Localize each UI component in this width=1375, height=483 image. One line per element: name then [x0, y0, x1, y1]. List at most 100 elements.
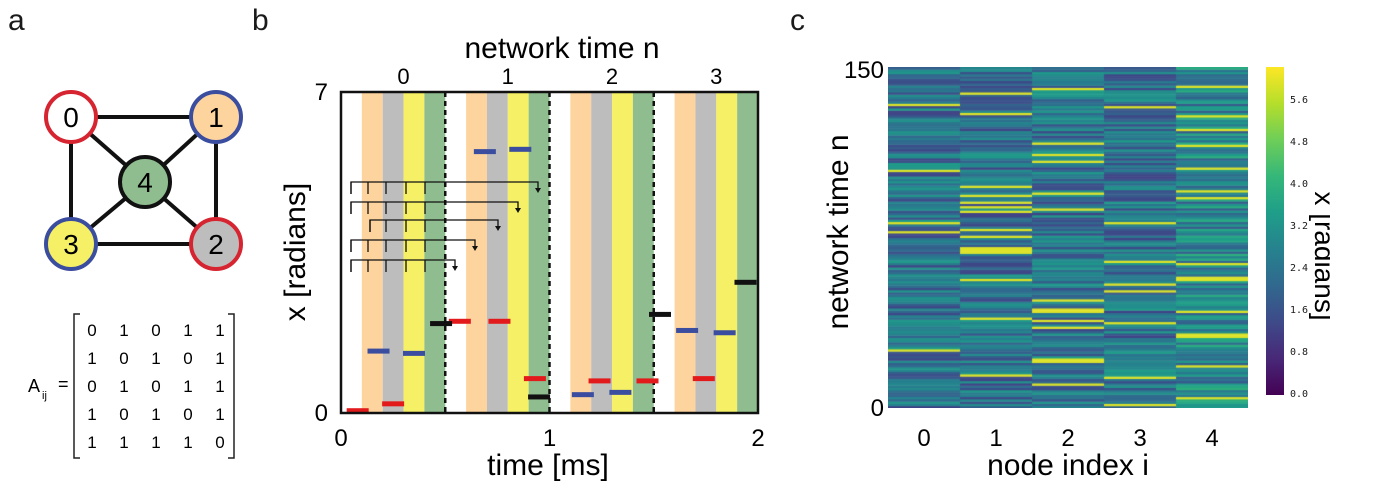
matrix-cell: 1 [215, 349, 224, 368]
delay-arrow-head [452, 266, 458, 271]
x-tick-label: 1 [543, 425, 556, 452]
phase-mark [402, 350, 425, 356]
time-band [466, 92, 487, 413]
phase-mark [692, 376, 715, 382]
colorbar-tick: 0.0 [1290, 389, 1309, 400]
graph-node-label: 2 [208, 229, 224, 260]
time-band [612, 92, 633, 413]
network-graph: 0 1 2 3 4 [44, 90, 243, 271]
matrix-cell: 1 [119, 321, 128, 340]
delay-arrow-head [535, 188, 541, 193]
time-band [424, 92, 446, 413]
phase-mark [588, 378, 611, 384]
phase-mark [609, 389, 632, 395]
y-axis-label: x [radians] [279, 183, 312, 321]
phase-mark [430, 321, 453, 327]
phase-mark [488, 318, 511, 324]
top-tick-label: 1 [502, 64, 514, 89]
matrix-cell: 1 [183, 321, 192, 340]
graph-node-0 [44, 90, 98, 144]
matrix-label: A [28, 376, 40, 396]
colorbar-tick: 0.8 [1290, 347, 1309, 358]
x-tick-label: 0 [334, 425, 347, 452]
phase-mark [346, 408, 369, 414]
time-plot: network time n 0 1 2 3 0 1 2 0 7 time [ms] x [r… [279, 32, 765, 482]
delay-arrow-head [472, 246, 478, 251]
adjacency-matrix: A ij = 0 1 0 1 1 1 0 1 0 1 0 1 0 1 1 1 0 1 0 1 1 1 1 1 0 [28, 313, 235, 459]
time-band [716, 92, 738, 413]
matrix-cell: 0 [87, 377, 96, 396]
matrix-cell: 1 [151, 405, 160, 424]
matrix-cell: 0 [183, 349, 192, 368]
colorbar-tick: 4.8 [1290, 137, 1309, 148]
phase-mark [473, 149, 496, 155]
phase-mark [448, 318, 471, 324]
top-tick-label: 3 [710, 64, 722, 89]
graph-node-2 [189, 217, 243, 271]
delay-arrow-head [515, 208, 521, 213]
phase-mark [734, 279, 757, 285]
panel-letter-a: a [8, 4, 25, 37]
time-band [528, 92, 550, 413]
phase-mark [523, 376, 546, 382]
matrix-cell: 0 [151, 321, 160, 340]
graph-node-3 [44, 217, 98, 271]
x-axis-label: time [ms] [487, 449, 609, 482]
phase-mark [528, 394, 551, 400]
matrix-cell: 1 [151, 349, 160, 368]
time-band [591, 92, 613, 413]
phase-mark [713, 330, 736, 336]
matrix-cell: 0 [183, 405, 192, 424]
time-band [570, 92, 592, 413]
top-tick-label: 0 [397, 64, 409, 89]
heatmap-y-tick: 150 [844, 57, 884, 84]
time-band [737, 92, 758, 413]
time-band [507, 92, 529, 413]
phase-mark [636, 378, 659, 384]
heatmap-x-tick: 4 [1205, 425, 1218, 452]
colorbar-tick: 3.2 [1290, 221, 1309, 232]
colorbar-tick: 1.6 [1290, 305, 1309, 316]
heatmap-x-tick: 2 [1061, 425, 1074, 452]
matrix-cell: 1 [87, 405, 96, 424]
matrix-cell: 1 [183, 377, 192, 396]
heatmap-x-tick: 3 [1133, 425, 1146, 452]
colorbar-label: x [radians] [1309, 191, 1330, 320]
matrix-subscript: ij [42, 390, 47, 402]
top-axis-label: network time n [464, 32, 659, 65]
colorbar [1266, 67, 1284, 395]
x-tick-label: 2 [751, 425, 764, 452]
delay-arrow-head [495, 226, 501, 231]
heatmap [888, 67, 1248, 408]
time-band [403, 92, 425, 413]
matrix-cell: 0 [119, 405, 128, 424]
y-tick-label: 7 [315, 79, 328, 106]
heatmap-x-tick: 1 [989, 425, 1002, 452]
matrix-cell: 0 [119, 349, 128, 368]
graph-node-4 [118, 155, 172, 209]
matrix-cell: 1 [215, 405, 224, 424]
matrix-cell: 1 [87, 433, 96, 452]
time-band [674, 92, 696, 413]
phase-mark [509, 146, 532, 152]
heatmap-x-tick: 0 [917, 425, 930, 452]
matrix-cell: 1 [119, 377, 128, 396]
heatmap-y-label: network time n [822, 134, 855, 329]
colorbar-tick: 4.0 [1290, 179, 1309, 190]
time-band [695, 92, 717, 413]
time-band [361, 92, 383, 413]
top-tick-label: 2 [606, 64, 618, 89]
matrix-cell: 1 [183, 433, 192, 452]
matrix-cell: 1 [151, 433, 160, 452]
matrix-cell: 1 [119, 433, 128, 452]
graph-node-label: 4 [137, 167, 153, 198]
phase-mark [649, 311, 672, 317]
matrix-cell: 0 [215, 433, 224, 452]
time-band [382, 92, 404, 413]
phase-mark [571, 392, 594, 398]
matrix-cell: 0 [151, 377, 160, 396]
time-band [632, 92, 654, 413]
phase-mark [367, 348, 390, 354]
time-band [486, 92, 508, 413]
panel-letter-c: c [790, 4, 805, 37]
